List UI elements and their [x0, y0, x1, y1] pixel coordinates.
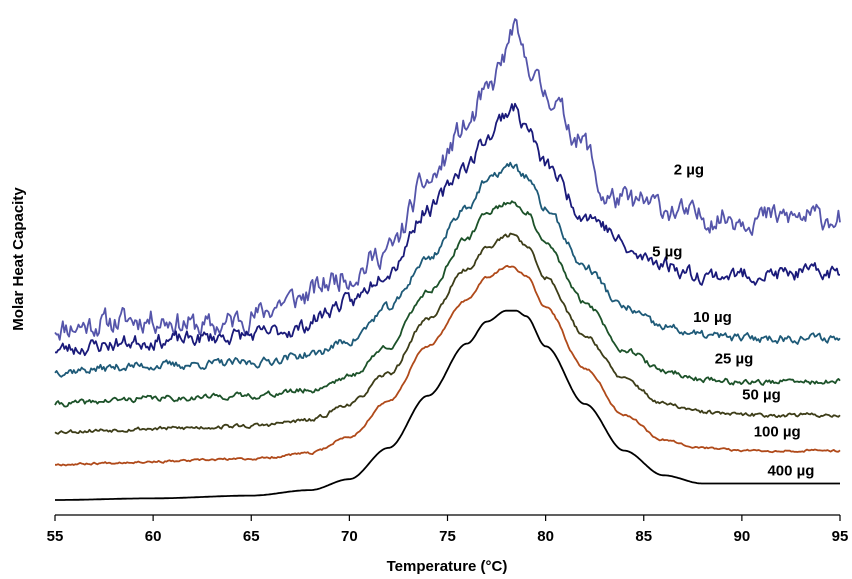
series-label: 10 µg: [693, 309, 732, 326]
series-line: [55, 264, 841, 467]
x-tick-label: 55: [47, 528, 64, 545]
series-label: 50 µg: [742, 387, 781, 404]
series-labels-layer: 2 µg 5 µg 10 µg 25 µg 50 µg 100 µg 400 µg: [652, 162, 814, 480]
series-label: 5 µg: [652, 243, 682, 260]
x-tick-label: 75: [439, 528, 456, 545]
series-line: [54, 102, 841, 357]
x-tick-label: 65: [243, 528, 260, 545]
x-tick-label: 90: [734, 528, 751, 545]
series-line: [55, 309, 840, 501]
x-tick-label: 60: [145, 528, 162, 545]
series-label: 2 µg: [674, 162, 704, 179]
series-line: [54, 232, 841, 435]
x-tick-label: 95: [832, 528, 849, 545]
series-label: 25 µg: [715, 350, 754, 367]
axes-layer: 55 60 65 70 75 80 85 90 95: [47, 514, 849, 545]
series-line: [54, 18, 841, 341]
x-tick-label: 85: [635, 528, 652, 545]
x-axis-ticks: 55 60 65 70 75 80 85 90 95: [47, 515, 849, 545]
series-layer: [54, 18, 841, 501]
series-line: [54, 200, 841, 408]
x-axis-title: Temperature (°C): [387, 558, 508, 575]
x-tick-label: 70: [341, 528, 358, 545]
series-label: 100 µg: [754, 423, 801, 440]
series-line: [54, 161, 841, 378]
x-tick-label: 80: [537, 528, 554, 545]
series-label: 400 µg: [767, 462, 814, 479]
y-axis-title: Molar Heat Capacity: [10, 187, 27, 331]
